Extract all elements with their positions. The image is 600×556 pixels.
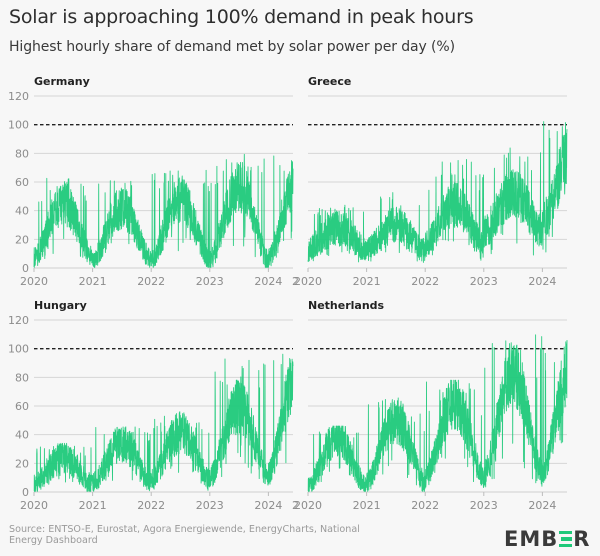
x-tick-label: 2020 (20, 499, 48, 512)
x-tick-label: 2024 (254, 499, 282, 512)
ember-logo: EMB R (504, 527, 590, 551)
x-tick-label: 2020 (294, 499, 322, 512)
source-note: Source: ENTSO-E, Eurostat, Agora Energie… (9, 524, 360, 546)
x-tick-label: 2022 (137, 275, 165, 288)
logo-text-right: R (573, 527, 591, 551)
y-tick-label: 60 (15, 400, 29, 413)
series-line-netherlands (307, 334, 568, 492)
x-tick-label: 2022 (411, 275, 439, 288)
x-tick-label: 2023 (196, 275, 224, 288)
x-tick-label-clipped: 2 (292, 499, 299, 512)
panel-title-hungary: Hungary (34, 299, 87, 312)
logo-e-glyph (559, 531, 573, 547)
y-tick-label: 80 (15, 147, 29, 160)
x-tick-label: 2021 (353, 275, 381, 288)
x-tick-label: 2024 (528, 275, 556, 288)
x-tick-label: 2024 (528, 499, 556, 512)
x-tick-label: 2022 (411, 499, 439, 512)
y-tick-label: 0 (22, 262, 29, 275)
chart-title: Solar is approaching 100% demand in peak… (9, 6, 474, 28)
x-tick-label: 2023 (470, 499, 498, 512)
x-tick-label: 2021 (79, 275, 107, 288)
series-line-germany (33, 153, 294, 268)
x-tick-label: 2023 (470, 275, 498, 288)
x-tick-label: 2021 (353, 499, 381, 512)
y-tick-label: 0 (22, 486, 29, 499)
y-tick-label: 40 (15, 429, 29, 442)
panel-title-greece: Greece (308, 75, 351, 88)
x-tick-label: 2024 (254, 275, 282, 288)
y-tick-label: 100 (8, 343, 29, 356)
x-tick-label: 2020 (20, 275, 48, 288)
y-tick-label: 20 (15, 457, 29, 470)
y-tick-label: 120 (8, 314, 29, 327)
panel-title-germany: Germany (34, 75, 90, 88)
y-tick-label: 80 (15, 371, 29, 384)
x-tick-label-clipped: 2 (292, 275, 299, 288)
panel-title-netherlands: Netherlands (308, 299, 385, 312)
y-tick-label: 40 (15, 205, 29, 218)
series-line-greece (307, 121, 568, 263)
x-tick-label: 2022 (137, 499, 165, 512)
x-tick-label: 2023 (196, 499, 224, 512)
y-tick-label: 120 (8, 90, 29, 103)
chart-subtitle: Highest hourly share of demand met by so… (9, 39, 455, 55)
y-tick-label: 20 (15, 233, 29, 246)
x-tick-label: 2021 (79, 499, 107, 512)
x-tick-label: 2020 (294, 275, 322, 288)
y-tick-label: 60 (15, 176, 29, 189)
logo-text-left: EMB (504, 527, 559, 551)
y-tick-label: 100 (8, 119, 29, 132)
series-line-hungary (33, 353, 294, 492)
